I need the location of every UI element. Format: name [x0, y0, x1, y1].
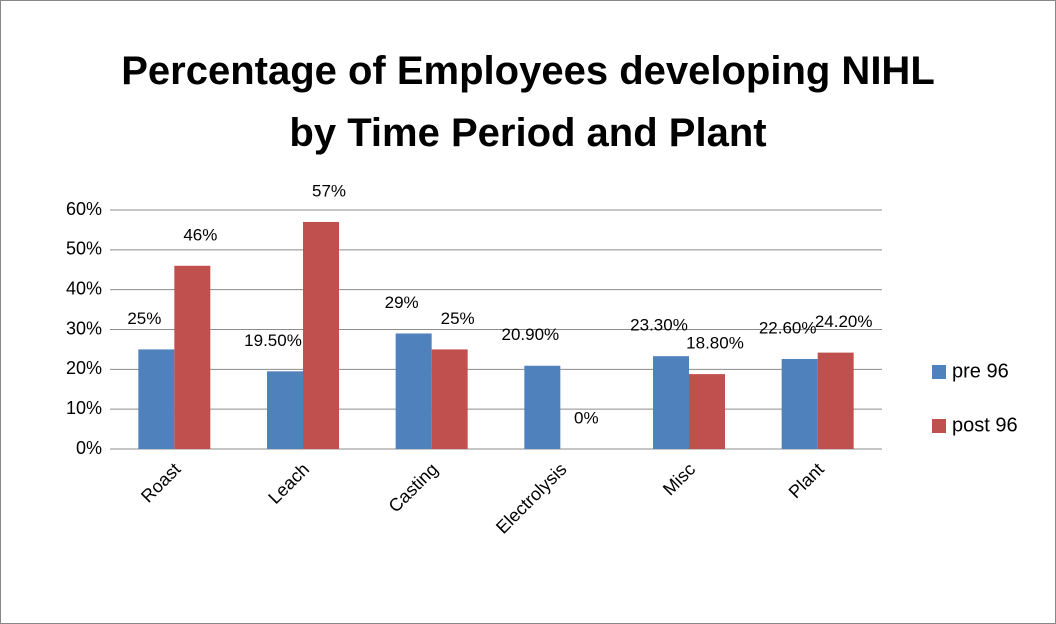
data-label: 18.80%	[686, 334, 744, 353]
y-tick-label: 10%	[66, 398, 102, 418]
data-label: 29%	[385, 293, 419, 312]
legend-label: pre 96	[952, 360, 1009, 382]
chart-title: Percentage of Employees developing NIHL …	[121, 49, 935, 155]
legend-swatch	[932, 365, 946, 379]
y-tick-label: 0%	[76, 438, 102, 458]
y-tick-label: 20%	[66, 358, 102, 378]
bar	[303, 221, 339, 449]
data-label: 25%	[127, 309, 161, 328]
data-label: 24.20%	[815, 312, 873, 331]
data-label: 22.60%	[759, 318, 817, 337]
data-label: 20.90%	[501, 325, 559, 344]
bar	[781, 358, 818, 449]
bar	[689, 374, 725, 449]
bar	[431, 349, 468, 449]
y-tick-label: 40%	[66, 278, 102, 298]
legend-swatch	[932, 419, 946, 433]
data-label: 23.30%	[630, 316, 688, 335]
bar	[395, 333, 432, 449]
bar	[653, 356, 689, 449]
y-tick-label: 30%	[66, 318, 102, 338]
y-tick-label: 60%	[66, 199, 102, 219]
bar	[174, 265, 211, 449]
y-tick-label: 50%	[66, 239, 102, 259]
legend-label: post 96	[952, 414, 1018, 436]
data-label: 19.50%	[244, 331, 302, 350]
data-label: 57%	[312, 181, 346, 200]
bar	[524, 365, 561, 449]
bar	[138, 349, 175, 449]
bar	[267, 371, 303, 449]
data-label: 25%	[441, 309, 475, 328]
data-label: 46%	[183, 225, 217, 244]
bar	[817, 352, 854, 449]
data-label: 0%	[574, 408, 599, 427]
